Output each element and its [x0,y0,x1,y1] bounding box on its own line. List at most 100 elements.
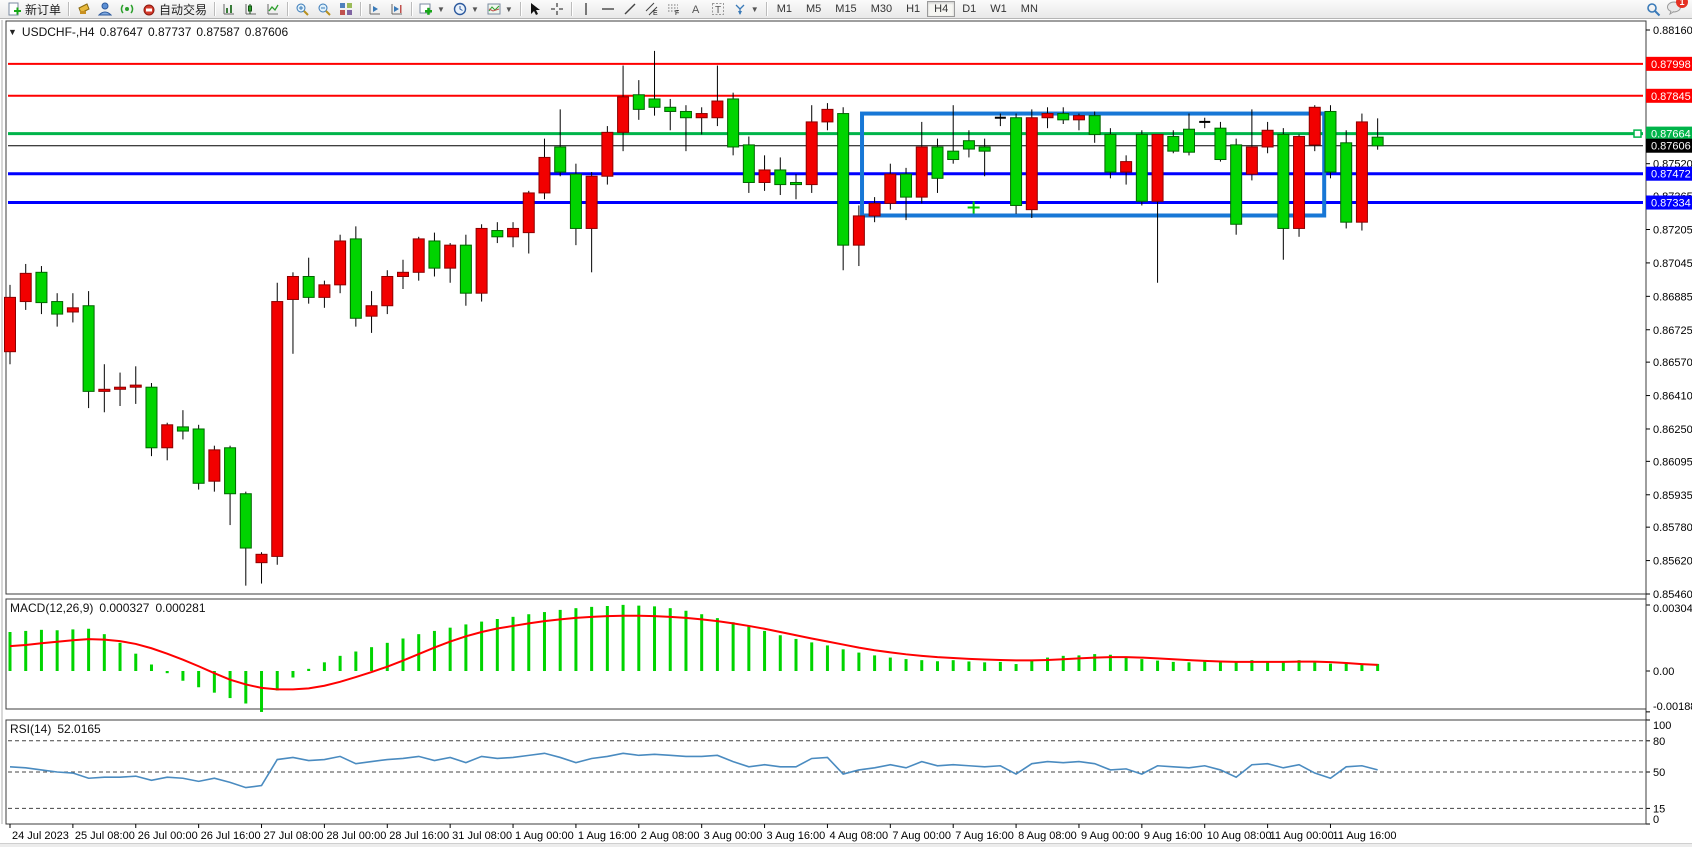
resistance-badge [1646,56,1692,71]
bar-chart-icon [222,2,236,16]
auto-trading-label: 自动交易 [159,2,208,17]
svg-text:0.85620: 0.85620 [1653,556,1692,568]
fibonacci-tool[interactable]: F [663,1,685,18]
timeframe-button-h1[interactable]: H1 [906,3,921,15]
support-badge [1646,195,1692,210]
macd-main-value: 0.000327 [99,601,150,615]
svg-text:3 Aug 16:00: 3 Aug 16:00 [767,830,826,842]
zoom-out-button[interactable] [313,1,335,18]
toolbar-separator [287,2,289,16]
horizontal-line-tool[interactable] [597,1,619,18]
auto-trading-icon [142,2,156,16]
timeframe-button-d1[interactable]: D1 [962,3,977,15]
svg-text:0.85780: 0.85780 [1653,522,1692,534]
zoom-in-button[interactable] [291,1,313,18]
arrows-tool[interactable]: ▼ [729,1,763,18]
macd-indicator-label: MACD(12,26,9) 0.000327 0.000281 [10,601,206,615]
toolbar-separator [519,2,521,16]
periods-button[interactable]: ▼ [449,1,483,18]
price-high: 0.87737 [147,25,192,39]
svg-text:T: T [715,5,721,16]
equidistant-channel-icon: E [645,2,659,17]
svg-text:28 Jul 16:00: 28 Jul 16:00 [389,830,449,842]
price-low: 0.87587 [196,25,240,39]
toolbar-separator [68,2,70,16]
macd-panel[interactable]: 0.003046 0.00 -0.001886 [8,599,1692,713]
svg-text:0.87664: 0.87664 [1651,129,1691,141]
line-chart-button[interactable] [262,1,284,18]
auto-scroll-button[interactable] [364,1,386,18]
arrows-icon [733,2,747,16]
tile-windows-icon [339,2,353,16]
tile-windows-button[interactable] [335,1,357,18]
chart-canvas[interactable]: 0.881600.875200.873650.872050.870450.868… [0,20,1692,847]
svg-text:0.86410: 0.86410 [1653,391,1692,403]
dropdown-arrow-icon: ▼ [470,4,479,14]
trade-marker-cross[interactable] [967,201,980,214]
new-order-button[interactable]: 新订单 [4,1,65,18]
line-chart-icon [266,2,280,16]
toolbar-separator [765,2,767,16]
cursor-tool-button[interactable] [524,1,546,18]
resistance-badge [1646,88,1692,103]
search-icon[interactable] [1646,2,1661,17]
rsi-name: RSI(14) [10,722,52,736]
svg-text:9 Aug 00:00: 9 Aug 00:00 [1081,830,1140,842]
svg-text:3 Aug 00:00: 3 Aug 00:00 [704,830,763,842]
timeframe-button-m30[interactable]: M30 [870,3,893,15]
timeframe-button-w1[interactable]: W1 [990,3,1007,15]
styler-button[interactable] [72,1,94,18]
new-chart-button[interactable]: ▼ [415,1,449,18]
vertical-line-tool[interactable] [575,1,597,18]
support-badge [1646,166,1692,181]
price-axis[interactable]: 0.881600.875200.873650.872050.870450.868… [1646,25,1692,601]
profile-button[interactable] [94,1,116,18]
svg-text:15: 15 [1653,803,1665,815]
equidistant-channel-tool[interactable]: E [641,1,663,18]
svg-text:-0.001886: -0.001886 [1653,701,1692,713]
crosshair-tool-button[interactable] [546,1,568,18]
chart-shift-button[interactable] [386,1,408,18]
text-tool[interactable]: A [685,1,707,18]
clock-icon [453,2,467,16]
svg-text:9 Aug 16:00: 9 Aug 16:00 [1144,830,1203,842]
svg-text:4 Aug 08:00: 4 Aug 08:00 [829,830,888,842]
panel-frames [1,20,1647,825]
svg-text:26 Jul 16:00: 26 Jul 16:00 [201,830,261,842]
macd-signal-value: 0.000281 [155,601,206,615]
svg-text:28 Jul 00:00: 28 Jul 00:00 [326,830,386,842]
signals-button[interactable] [116,1,138,18]
candles [4,50,1384,586]
trendline-icon [623,2,637,16]
timeframe-button-m5[interactable]: M5 [806,3,822,15]
trendline-tool[interactable] [619,1,641,18]
svg-text:F: F [675,10,679,16]
auto-trading-button[interactable]: 自动交易 [138,1,211,18]
macd-signal-line [9,614,1378,691]
svg-text:0.87606: 0.87606 [1651,141,1691,153]
svg-text:0.87472: 0.87472 [1651,169,1691,181]
timeframe-button-mn[interactable]: MN [1020,3,1038,15]
collapse-triangle-icon[interactable]: ▼ [8,27,17,37]
timeframe-group: M1 M5 M15 M30 H1 H4 D1 W1 MN [770,1,1045,17]
svg-text:10 Aug 08:00: 10 Aug 08:00 [1207,830,1272,842]
text-label-tool[interactable]: T [707,1,729,18]
svg-text:26 Jul 00:00: 26 Jul 00:00 [138,830,198,842]
indicators-button[interactable]: ▼ [483,1,517,18]
time-axis[interactable]: 24 Jul 2023 25 Jul 08:00 26 Jul 00:00 26 Ju… [9,824,1397,842]
notifications-button[interactable]: 1 [1666,0,1688,18]
zoom-out-icon [317,2,331,16]
timeframe-button-h4[interactable]: H4 [927,1,956,17]
chart-shift-icon [390,2,404,16]
timeframe-button-m15[interactable]: M15 [835,3,857,15]
bar-chart-button[interactable] [218,1,240,18]
rsi-panel[interactable]: 100 80 50 150 [8,719,1671,826]
rsi-line [9,752,1378,789]
crosshair-icon [550,2,564,16]
chart-title-bar[interactable]: ▼ USDCHF-,H4 0.87647 0.87737 0.87587 0.8… [8,25,288,39]
timeframe-button-m1[interactable]: M1 [776,3,792,15]
candlestick-chart-button[interactable] [240,1,262,18]
toolbar-separator [360,2,362,16]
range-rectangle[interactable] [860,111,1327,218]
